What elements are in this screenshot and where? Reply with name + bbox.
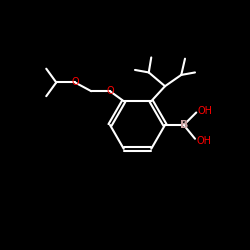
Text: O: O bbox=[106, 86, 114, 96]
Text: B: B bbox=[180, 120, 188, 130]
Text: OH: OH bbox=[198, 106, 212, 116]
Text: O: O bbox=[71, 78, 79, 88]
Text: OH: OH bbox=[196, 136, 211, 146]
